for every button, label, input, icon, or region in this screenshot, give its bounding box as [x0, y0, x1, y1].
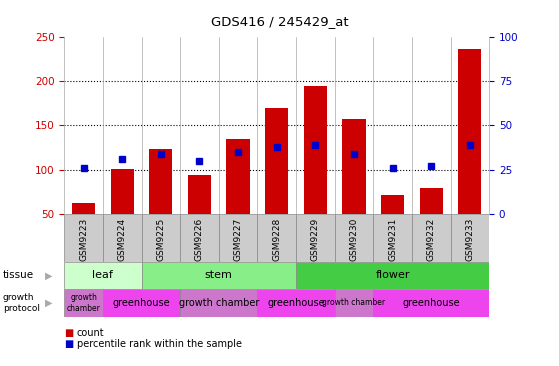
Bar [373, 214, 412, 262]
Bar [257, 289, 335, 317]
Bar [111, 169, 134, 214]
Text: GSM9225: GSM9225 [157, 218, 165, 261]
Text: GSM9223: GSM9223 [79, 218, 88, 261]
Bar [103, 289, 180, 317]
Bar [64, 214, 103, 262]
Text: stem: stem [205, 270, 233, 280]
Bar [180, 214, 219, 262]
Bar [219, 214, 257, 262]
Bar [226, 139, 250, 214]
Bar [296, 214, 335, 262]
Bar [342, 119, 366, 214]
Text: GSM9230: GSM9230 [349, 218, 358, 261]
Text: growth
chamber: growth chamber [67, 293, 101, 313]
Bar [335, 214, 373, 262]
Text: GSM9233: GSM9233 [465, 218, 475, 261]
Text: GSM9228: GSM9228 [272, 218, 281, 261]
Text: GDS416 / 245429_at: GDS416 / 245429_at [211, 15, 348, 28]
Bar [149, 149, 172, 214]
Bar [188, 175, 211, 214]
Bar [64, 262, 141, 289]
Text: percentile rank within the sample: percentile rank within the sample [77, 339, 241, 349]
Text: greenhouse: greenhouse [267, 298, 325, 308]
Text: tissue: tissue [3, 270, 34, 280]
Bar [64, 289, 103, 317]
Bar [373, 289, 489, 317]
Text: growth
protocol: growth protocol [3, 293, 40, 313]
Text: GSM9232: GSM9232 [427, 218, 435, 261]
Text: greenhouse: greenhouse [113, 298, 170, 308]
Text: GSM9231: GSM9231 [388, 218, 397, 261]
Bar [296, 262, 489, 289]
Text: ■: ■ [64, 328, 74, 338]
Bar [381, 195, 404, 214]
Bar [412, 214, 451, 262]
Bar [141, 262, 296, 289]
Text: greenhouse: greenhouse [402, 298, 460, 308]
Bar [180, 289, 257, 317]
Text: GSM9229: GSM9229 [311, 218, 320, 261]
Text: ■: ■ [64, 339, 74, 349]
Bar [304, 86, 327, 214]
Bar [458, 49, 481, 214]
Text: ▶: ▶ [45, 270, 53, 280]
Text: leaf: leaf [92, 270, 113, 280]
Text: flower: flower [375, 270, 410, 280]
Bar [141, 214, 180, 262]
Text: GSM9224: GSM9224 [118, 218, 127, 261]
Text: GSM9227: GSM9227 [234, 218, 243, 261]
Bar [72, 203, 95, 214]
Text: count: count [77, 328, 104, 338]
Bar [257, 214, 296, 262]
Bar [335, 289, 373, 317]
Bar [103, 214, 141, 262]
Bar [451, 214, 489, 262]
Text: ▶: ▶ [45, 298, 53, 308]
Bar [265, 108, 288, 214]
Text: GSM9226: GSM9226 [195, 218, 204, 261]
Bar [420, 188, 443, 214]
Text: growth chamber: growth chamber [178, 298, 259, 308]
Text: growth chamber: growth chamber [323, 298, 386, 307]
